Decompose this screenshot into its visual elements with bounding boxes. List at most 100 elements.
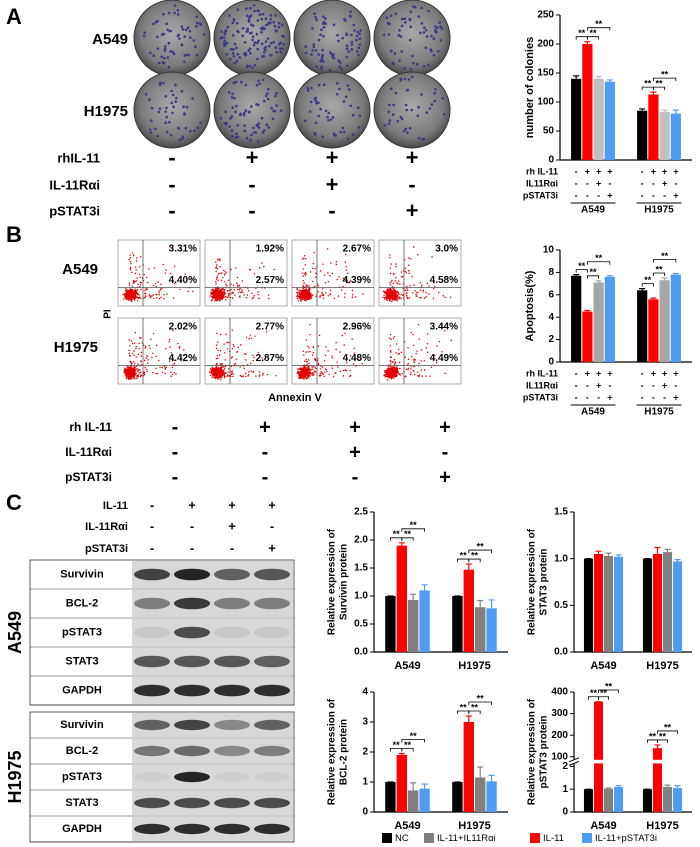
- treatment-label: pSTAT3i: [85, 543, 128, 555]
- culture-plate: [133, 0, 211, 77]
- treatment-sign: -: [586, 380, 589, 390]
- bar: [419, 788, 430, 812]
- error-bar: [664, 548, 671, 553]
- band: [134, 626, 170, 639]
- treatment-sign: -: [674, 178, 677, 188]
- y-axis-label: STAT3 protein: [539, 549, 550, 616]
- band: [254, 655, 290, 668]
- treatment-sign: -: [172, 416, 179, 438]
- significance-bracket: [586, 275, 600, 279]
- treatment-sign: -: [652, 178, 655, 188]
- axis-break-gap: [592, 759, 605, 764]
- treatment-sign: -: [641, 166, 644, 176]
- band: [174, 823, 210, 835]
- treatment-label: pSTAT3i: [523, 392, 558, 402]
- treatment-sign: +: [246, 145, 259, 170]
- treatment-sign: +: [596, 380, 601, 390]
- band: [174, 597, 210, 610]
- treatment-sign: +: [662, 368, 667, 378]
- error-bar: [465, 715, 472, 722]
- row-label: A549: [92, 31, 128, 48]
- culture-plate: [293, 71, 371, 149]
- legend-label: IL-11: [543, 833, 564, 844]
- band: [214, 655, 250, 668]
- significance-label: **: [410, 731, 418, 741]
- treatment-sign: +: [259, 416, 271, 438]
- y-tick-label: 1.5: [354, 563, 368, 574]
- bar: [463, 722, 474, 812]
- significance-label: **: [460, 550, 468, 560]
- legend-swatch: [530, 833, 540, 843]
- y-axis-label: Survivin protein: [339, 544, 350, 620]
- significance-bracket: [468, 558, 481, 563]
- treatment-sign: +: [607, 392, 612, 402]
- colonies: [219, 78, 283, 143]
- band: [174, 568, 210, 581]
- x-tick-label: A549: [394, 820, 420, 832]
- bar: [582, 44, 593, 160]
- bar: [385, 782, 396, 812]
- culture-plate: [133, 71, 211, 149]
- treatment-sign: -: [586, 178, 589, 188]
- significance-label: **: [393, 529, 401, 539]
- cell-line-label: A549: [5, 611, 25, 654]
- axis-break-gap: [651, 759, 664, 764]
- bar: [663, 552, 673, 652]
- band: [134, 745, 170, 757]
- y-tick-label: 10: [543, 245, 555, 256]
- error-bar: [605, 552, 612, 556]
- treatment-label: IL11Rαi: [526, 178, 558, 188]
- band-label: GAPDH: [62, 684, 102, 696]
- error-bar: [615, 784, 622, 787]
- band: [174, 655, 210, 668]
- bar: [614, 556, 624, 652]
- significance-label: **: [600, 688, 608, 698]
- band: [214, 719, 250, 731]
- treatment-sign: -: [586, 190, 589, 200]
- treatment-label: IL-11Rαi: [65, 445, 112, 459]
- bar: [652, 748, 662, 812]
- treatment-sign: +: [673, 368, 678, 378]
- error-bar: [639, 108, 646, 111]
- significance-label: **: [589, 28, 597, 38]
- treatment-sign: +: [349, 441, 361, 463]
- y-tick-label: 150: [537, 68, 554, 79]
- error-bar: [674, 785, 681, 789]
- y-axis-label: Relative expression of: [527, 698, 538, 805]
- treatment-sign: +: [607, 166, 612, 176]
- treatment-sign: -: [150, 518, 154, 533]
- error-bar: [595, 75, 602, 79]
- x-tick-label: H1975: [644, 407, 674, 418]
- y-tick-label: 6: [548, 289, 554, 300]
- y-tick-label: 1.5: [554, 507, 568, 518]
- error-bar: [639, 288, 646, 291]
- y-axis-label: BCL-2 protein: [339, 719, 350, 785]
- treatment-sign: +: [651, 368, 656, 378]
- flow-events: [383, 324, 452, 381]
- y-tick-label: 2: [562, 761, 568, 772]
- treatment-sign: +: [607, 368, 612, 378]
- flow-events: [209, 258, 275, 302]
- bar: [475, 777, 486, 812]
- x-tick-label: A549: [581, 205, 605, 216]
- x-tick-label: H1975: [458, 820, 490, 832]
- significance-label: **: [460, 702, 468, 712]
- band: [254, 626, 290, 639]
- flow-y-label: PI: [103, 309, 114, 319]
- treatment-label: pSTAT3i: [65, 470, 112, 484]
- y-tick-label: 200: [537, 39, 554, 50]
- treatment-label: rh IL-11: [69, 420, 112, 434]
- y-tick-label: 250: [537, 10, 554, 21]
- y-tick-label: 1.0: [354, 591, 368, 602]
- bar: [571, 275, 582, 362]
- y-tick-label: 1: [362, 777, 368, 788]
- band-label: GAPDH: [62, 823, 102, 835]
- treatment-sign: +: [673, 166, 678, 176]
- significance-label: **: [649, 731, 657, 741]
- culture-plate: [293, 0, 371, 77]
- significance-label: **: [659, 731, 667, 741]
- quadrant-percent: 4.49%: [430, 353, 458, 364]
- band: [174, 684, 210, 697]
- band: [254, 771, 290, 783]
- band-label: BCL-2: [66, 597, 98, 609]
